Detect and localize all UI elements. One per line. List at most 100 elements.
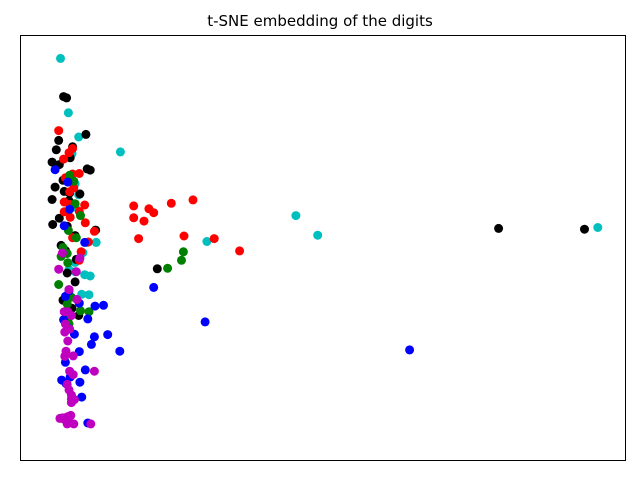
data-point-black-15 — [75, 189, 85, 199]
data-point-blue-18 — [115, 346, 125, 356]
data-point-magenta-16 — [89, 366, 99, 376]
data-point-cyan-11 — [91, 237, 101, 247]
data-point-cyan-21 — [593, 223, 603, 232]
data-point-cyan-5 — [115, 147, 125, 157]
data-point-magenta-29 — [69, 395, 79, 405]
data-point-black-19 — [54, 213, 64, 223]
data-point-red-2 — [64, 148, 74, 158]
data-point-magenta-26 — [86, 419, 96, 429]
data-point-blue-25 — [77, 392, 87, 402]
data-point-green-17 — [84, 307, 94, 317]
data-point-blue-9 — [83, 314, 93, 324]
data-point-green-3 — [76, 211, 85, 221]
data-point-magenta-7 — [59, 307, 69, 317]
data-point-magenta-32 — [68, 370, 78, 380]
data-point-magenta-27 — [69, 419, 79, 429]
data-point-black-35 — [580, 224, 589, 234]
data-point-red-21 — [129, 201, 139, 211]
data-point-red-31 — [235, 246, 245, 256]
data-point-green-2 — [70, 199, 80, 209]
data-point-red-3 — [59, 154, 69, 164]
data-point-cyan-18 — [202, 237, 212, 246]
data-point-red-24 — [129, 213, 139, 223]
data-point-blue-28 — [405, 345, 415, 355]
data-point-blue-26 — [149, 282, 159, 292]
data-point-green-20 — [177, 255, 186, 265]
data-point-black-3 — [54, 135, 64, 145]
data-point-green-10 — [54, 280, 64, 289]
data-point-black-12 — [50, 182, 60, 192]
data-point-blue-15 — [86, 339, 96, 349]
data-point-magenta-0 — [54, 264, 64, 274]
data-point-magenta-2 — [75, 253, 85, 263]
data-point-magenta-1 — [57, 248, 67, 258]
data-point-blue-1 — [63, 177, 73, 187]
data-point-black-2 — [81, 129, 91, 139]
data-point-red-30 — [179, 231, 189, 241]
data-point-red-28 — [166, 198, 176, 208]
data-point-blue-3 — [59, 221, 69, 231]
data-point-blue-23 — [75, 377, 85, 387]
data-point-blue-16 — [103, 330, 113, 340]
data-point-magenta-12 — [63, 336, 73, 346]
data-point-red-0 — [54, 126, 64, 136]
data-point-black-34 — [494, 223, 504, 233]
data-point-green-14 — [76, 306, 85, 316]
data-point-green-5 — [71, 233, 81, 243]
data-point-black-28 — [70, 277, 80, 287]
data-point-red-23 — [149, 208, 159, 218]
data-point-black-33 — [152, 264, 162, 274]
data-point-black-27 — [62, 268, 72, 278]
data-points — [47, 53, 603, 429]
data-point-magenta-15 — [68, 351, 78, 361]
data-point-cyan-1 — [63, 108, 73, 118]
data-point-red-6 — [74, 169, 84, 178]
data-point-cyan-20 — [313, 230, 323, 240]
plot-frame — [20, 35, 626, 461]
data-point-blue-20 — [80, 365, 90, 375]
data-point-red-15 — [80, 218, 90, 228]
data-point-blue-13 — [90, 301, 100, 311]
data-point-red-29 — [209, 234, 219, 244]
data-point-cyan-14 — [80, 270, 90, 280]
data-point-cyan-19 — [291, 211, 301, 221]
data-point-green-9 — [63, 258, 73, 268]
data-point-blue-14 — [99, 300, 108, 310]
data-point-magenta-5 — [72, 294, 82, 304]
data-point-red-27 — [188, 195, 198, 205]
data-point-cyan-2 — [74, 132, 84, 142]
data-point-magenta-11 — [60, 327, 70, 337]
data-point-green-19 — [163, 263, 173, 273]
data-point-cyan-0 — [56, 53, 65, 63]
data-point-blue-6 — [60, 291, 70, 301]
data-point-magenta-3 — [71, 267, 81, 277]
data-point-magenta-8 — [66, 311, 76, 320]
data-point-magenta-35 — [59, 413, 69, 423]
data-point-cyan-16 — [84, 290, 94, 300]
data-point-black-1 — [62, 93, 72, 103]
data-point-magenta-14 — [60, 351, 70, 361]
data-point-red-16 — [89, 226, 99, 236]
data-point-black-10 — [85, 165, 95, 175]
chart-title: t-SNE embedding of the digits — [207, 12, 433, 30]
data-point-red-25 — [139, 216, 149, 226]
data-point-red-11 — [80, 200, 90, 210]
data-point-black-6 — [47, 157, 57, 167]
data-point-blue-0 — [50, 165, 60, 175]
data-point-black-21 — [48, 220, 58, 229]
data-point-green-18 — [178, 247, 188, 257]
data-point-red-26 — [134, 234, 144, 244]
data-point-red-13 — [65, 212, 75, 222]
plot-area-background — [20, 35, 626, 461]
data-point-green-13 — [62, 299, 72, 309]
data-point-black-4 — [51, 145, 61, 155]
data-point-blue-12 — [89, 332, 99, 342]
data-point-magenta-4 — [64, 285, 74, 295]
data-point-blue-4 — [80, 237, 90, 247]
data-point-black-17 — [47, 195, 57, 204]
data-point-red-8 — [65, 187, 75, 197]
data-point-blue-2 — [65, 204, 75, 214]
data-point-blue-27 — [200, 317, 210, 327]
